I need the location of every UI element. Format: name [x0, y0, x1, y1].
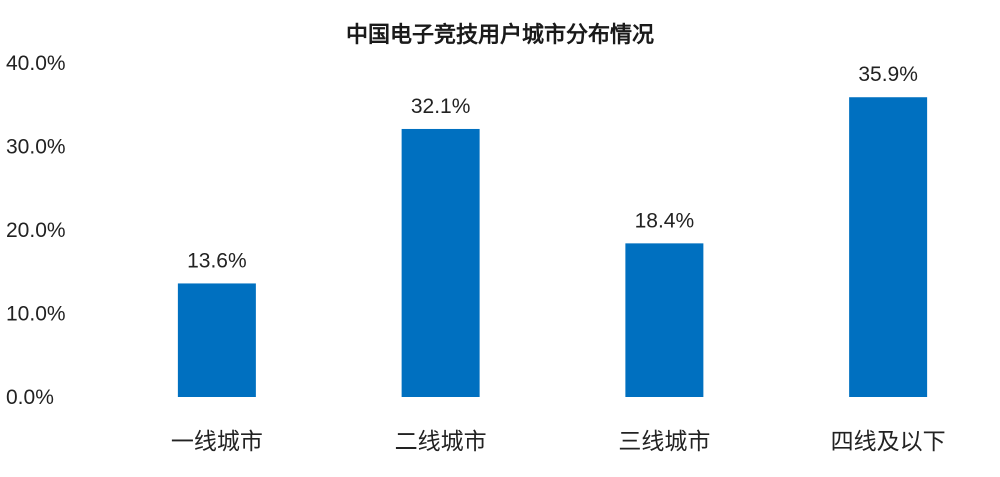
- data-label: 32.1%: [411, 95, 471, 118]
- bar: [177, 283, 256, 397]
- y-tick-label: 30.0%: [6, 136, 66, 159]
- data-label: 18.4%: [635, 209, 695, 232]
- x-axis: 一线城市 二线城市 三线城市 四线及以下: [171, 429, 946, 455]
- y-tick-label: 20.0%: [6, 219, 66, 242]
- x-tick-label: 三线城市: [618, 429, 710, 455]
- y-axis: 0.0% 10.0% 20.0% 30.0% 40.0%: [6, 52, 66, 409]
- x-tick-label: 四线及以下: [831, 429, 946, 455]
- bar: [401, 128, 480, 397]
- y-tick-label: 0.0%: [6, 386, 54, 409]
- y-tick-label: 10.0%: [6, 303, 66, 326]
- bars: [177, 97, 928, 398]
- y-tick-label: 40.0%: [6, 52, 66, 75]
- x-tick-label: 一线城市: [171, 429, 263, 455]
- x-tick-label: 二线城市: [395, 429, 487, 455]
- data-label: 35.9%: [858, 63, 918, 86]
- bar: [625, 243, 704, 397]
- bar: [849, 97, 928, 398]
- data-label: 13.6%: [187, 249, 247, 272]
- data-labels: 13.6% 32.1% 18.4% 35.9%: [187, 63, 918, 272]
- chart-title: 中国电子竞技用户城市分布情况: [346, 22, 654, 48]
